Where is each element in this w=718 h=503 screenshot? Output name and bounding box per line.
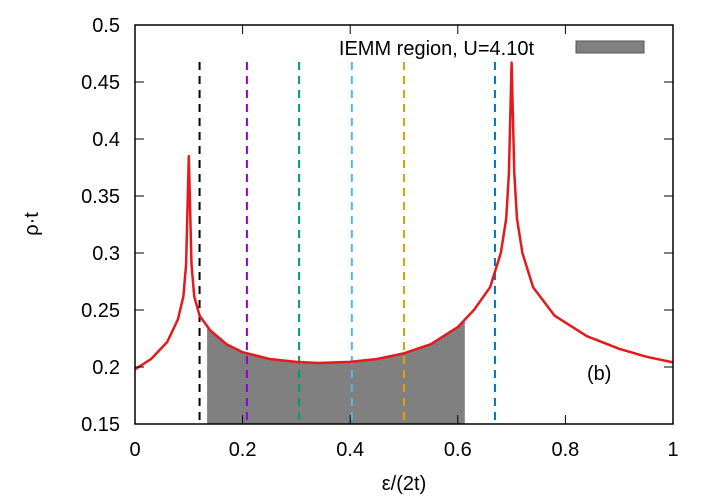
legend: IEMM region, U=4.10t <box>339 38 645 60</box>
x-tick-label: 0.8 <box>551 439 579 461</box>
x-tick-label: 1 <box>667 439 678 461</box>
y-tick-label: 0.5 <box>92 15 120 37</box>
y-tick-label: 0.4 <box>92 129 120 151</box>
dos-line <box>134 61 674 371</box>
shaded-area <box>207 319 465 424</box>
y-tick-label: 0.35 <box>81 186 120 208</box>
y-tick-label: 0.15 <box>81 414 120 436</box>
y-axis-label: ρ·t <box>21 212 43 236</box>
axis-ticks: 0 0.2 0.4 0.6 0.8 1 0.15 0.2 0.25 0.3 0.35 0.4 0.45 0… <box>81 15 679 461</box>
x-tick-label: 0.2 <box>229 439 257 461</box>
legend-swatch <box>575 40 645 54</box>
legend-label: IEMM region, U=4.10t <box>339 38 535 60</box>
y-tick-label: 0.25 <box>81 300 120 322</box>
x-tick-label: 0.4 <box>336 439 364 461</box>
y-tick-label: 0.3 <box>92 243 120 265</box>
panel-label: (b) <box>587 363 611 385</box>
iemm-shaded-region <box>207 319 465 424</box>
vertical-dashed-lines <box>198 62 496 424</box>
plot-frame <box>134 24 674 425</box>
x-axis-label: ε/(2t) <box>382 473 426 495</box>
y-tick-label: 0.2 <box>92 357 120 379</box>
x-tick-label: 0 <box>129 439 140 461</box>
y-tick-label: 0.45 <box>81 72 120 94</box>
dos-curve <box>134 61 674 371</box>
x-tick-label: 0.6 <box>444 439 472 461</box>
